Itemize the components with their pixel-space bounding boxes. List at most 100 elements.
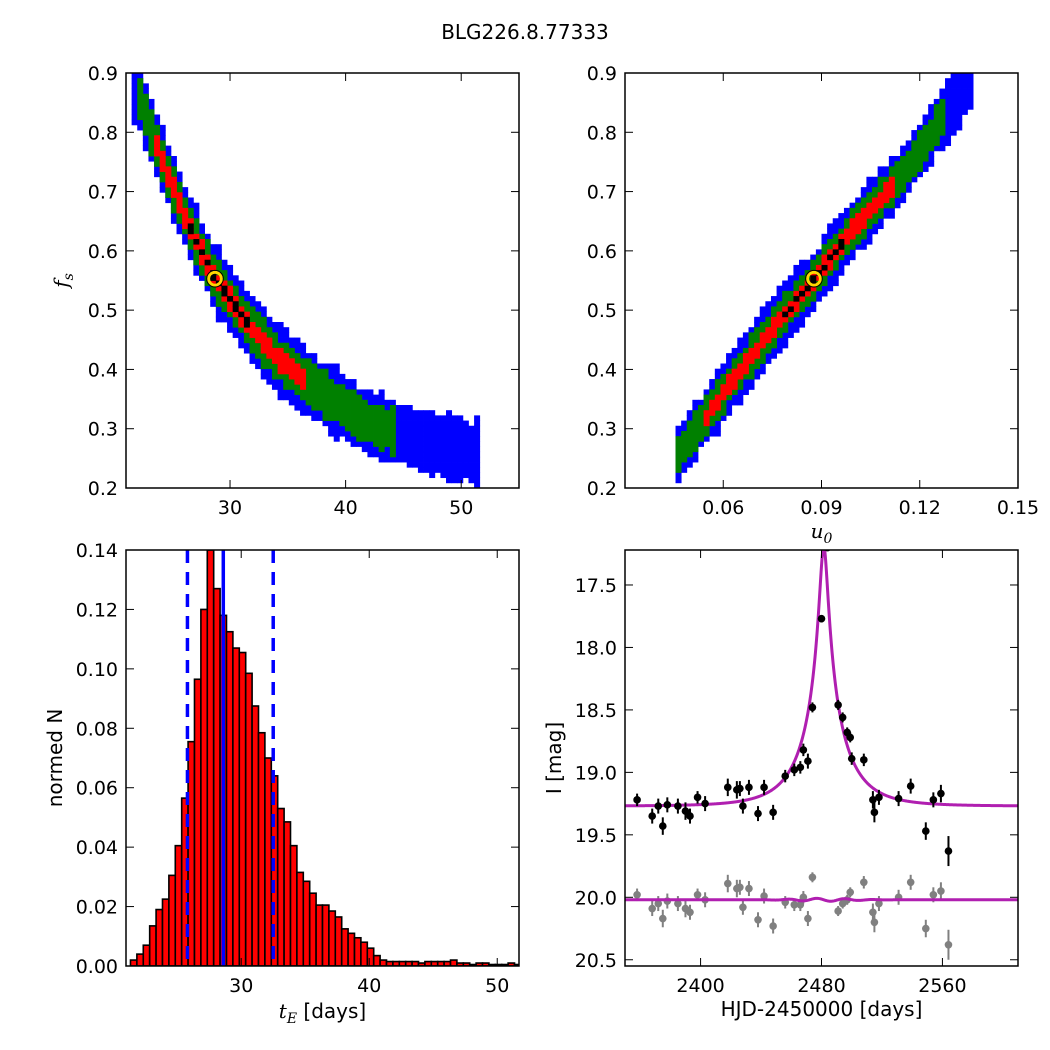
heatmap-cell — [378, 405, 385, 411]
heatmap-cell — [742, 368, 749, 375]
heatmap-cell — [714, 420, 721, 427]
heatmap-cell — [142, 124, 149, 131]
heatmap-cell — [322, 373, 329, 380]
confidence-level-1 — [137, 78, 396, 458]
heatmap-cell — [389, 420, 396, 427]
heatmap-cell — [389, 441, 396, 447]
data-point — [781, 772, 790, 780]
heatmap-cell — [165, 171, 172, 178]
heatmap-cell — [227, 316, 234, 323]
heatmap-cell — [737, 399, 744, 406]
heatmap-cell — [249, 358, 256, 364]
heatmap-cell — [440, 420, 447, 427]
heatmap-cell — [384, 456, 391, 463]
heatmap-cell — [142, 98, 149, 105]
heatmap-cell — [288, 358, 295, 364]
heatmap-cell — [328, 399, 335, 406]
heatmap-cell — [709, 405, 716, 411]
data-point — [754, 915, 762, 924]
heatmap-cell — [731, 384, 738, 390]
heatmap-cell — [148, 119, 155, 126]
heatmap-cell — [328, 405, 335, 411]
heatmap-cell — [888, 213, 895, 219]
heatmap-cell — [894, 181, 901, 188]
heatmap-cell — [373, 405, 380, 411]
heatmap-cell — [457, 446, 464, 453]
model-curve — [625, 550, 1018, 808]
heatmap-cell — [843, 259, 850, 266]
heatmap-cell — [821, 233, 828, 240]
heatmap-cell — [888, 187, 895, 193]
heatmap-cell — [350, 399, 357, 406]
best-fit-marker-outline — [805, 269, 823, 288]
heatmap-cell — [888, 176, 895, 183]
heatmap-cell — [692, 420, 699, 427]
heatmap-cell — [389, 456, 396, 463]
heatmap-cell — [720, 384, 727, 390]
heatmap-cell — [429, 410, 436, 416]
heatmap-cell — [462, 467, 469, 473]
heatmap-cell — [339, 379, 346, 385]
data-point — [796, 900, 805, 909]
heatmap-cell — [742, 332, 749, 338]
heatmap-cell — [361, 405, 368, 411]
heatmap-cell — [950, 119, 957, 126]
heatmap-cell — [810, 306, 817, 313]
heatmap-cell — [182, 197, 189, 204]
heatmap-cell — [799, 259, 806, 266]
histogram-bar — [238, 651, 247, 966]
heatmap-cell — [860, 244, 867, 250]
heatmap-cell — [429, 456, 436, 463]
heatmap-cell — [423, 425, 430, 432]
heatmap-cell — [939, 124, 946, 131]
heatmap-cell — [333, 410, 340, 416]
heatmap-cell — [866, 223, 873, 230]
heatmap-cell — [799, 301, 806, 307]
heatmap-cell — [193, 202, 200, 209]
heatmap-cell — [866, 207, 873, 214]
heatmap-cell — [142, 145, 149, 152]
heatmap-cell — [142, 140, 149, 147]
heatmap-cell — [950, 73, 957, 79]
heatmap-cell — [714, 425, 721, 432]
heatmap-cell — [681, 420, 688, 427]
heatmap-cell — [142, 130, 149, 136]
heatmap-cell — [429, 472, 436, 479]
heatmap-cell — [266, 358, 273, 364]
heatmap-cell — [429, 441, 436, 447]
data-point — [633, 890, 641, 899]
heatmap-cell — [412, 462, 419, 468]
heatmap-cell — [305, 389, 312, 396]
heatmap-cell — [457, 467, 464, 473]
heatmap-cell — [782, 337, 789, 344]
heatmap-cell — [821, 264, 828, 271]
heatmap-cell — [474, 446, 481, 453]
heatmap-cell — [720, 379, 727, 385]
heatmap-cell — [961, 83, 968, 89]
heatmap-cell — [159, 135, 166, 141]
heatmap-cell — [911, 171, 918, 178]
heatmap-cell — [344, 399, 351, 406]
heatmap-cell — [176, 171, 183, 178]
plot-area — [131, 73, 481, 488]
heatmap-cell — [389, 425, 396, 432]
heatmap-cell — [311, 399, 318, 406]
heatmap-cell — [742, 384, 749, 390]
heatmap-cell — [142, 119, 149, 126]
heatmap-cell — [154, 161, 161, 167]
heatmap-cell — [221, 259, 228, 266]
heatmap-cell — [159, 171, 166, 178]
heatmap-cell — [457, 430, 464, 437]
heatmap-cell — [939, 104, 946, 110]
heatmap-cell — [243, 306, 250, 313]
heatmap-cell — [787, 285, 794, 292]
heatmap-cell — [922, 140, 929, 147]
heatmap-cell — [187, 197, 194, 204]
data-point — [739, 802, 747, 810]
data-point — [754, 809, 762, 818]
heatmap-cell — [726, 379, 733, 385]
heatmap-cell — [333, 384, 340, 390]
heatmap-cell — [770, 332, 777, 338]
residual-baseline-curve — [625, 896, 1018, 903]
heatmap-cell — [210, 296, 217, 302]
